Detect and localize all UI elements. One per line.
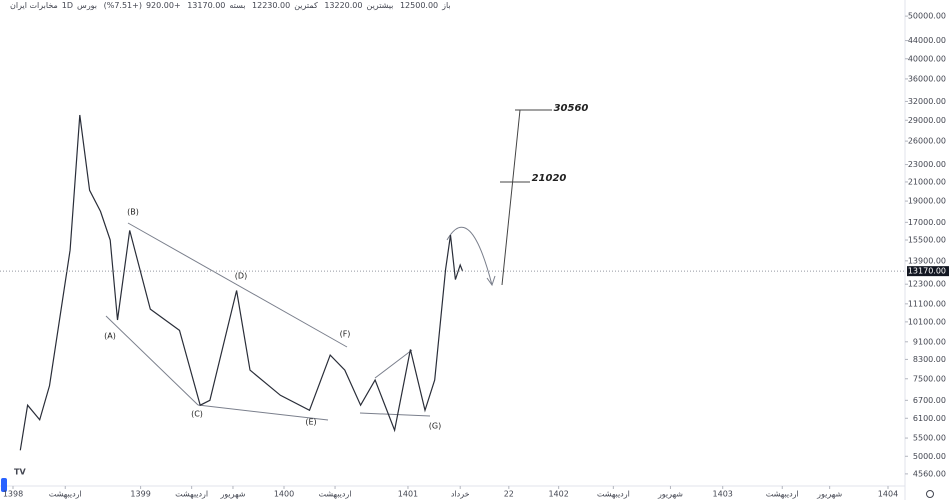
- y-tick-label: 9100.00: [913, 337, 946, 346]
- wave-label: (F): [340, 330, 351, 339]
- y-tick-label: 4560.00: [913, 469, 946, 478]
- y-tick-label: 7500.00: [913, 374, 946, 383]
- x-tick-label: شهریور: [657, 490, 683, 499]
- y-tick-label: 26000.00: [908, 137, 946, 146]
- y-tick-label: 6700.00: [913, 396, 946, 405]
- y-tick-label: 44000.00: [908, 36, 946, 45]
- trendline: [197, 404, 329, 421]
- y-tick-label: 12300.00: [908, 280, 946, 289]
- header: باز12500.00 بیشترین13220.00 کمترین12230.…: [6, 1, 451, 10]
- wave-label: (E): [305, 418, 316, 427]
- wave-label: (B): [127, 208, 139, 217]
- y-tick-label: 13900.00: [908, 256, 946, 265]
- ohlc-label: کمترین: [294, 1, 318, 10]
- y-tick-label: 32000.00: [908, 97, 946, 106]
- settings-icon[interactable]: [926, 490, 934, 498]
- y-tick-label: 19000.00: [908, 197, 946, 206]
- ohlc-value: 13220.00: [324, 1, 363, 10]
- x-tick-label: 1400: [274, 490, 294, 499]
- y-tick-label: 8300.00: [913, 355, 946, 364]
- wave-label: (G): [429, 422, 441, 431]
- y-tick-label: 40000.00: [908, 54, 946, 63]
- x-tick-label: 1402: [548, 490, 568, 499]
- trendline: [105, 315, 199, 406]
- wave-label: 30560: [554, 103, 589, 114]
- change-pct: (+7.51%): [103, 1, 142, 10]
- y-tick-label: 17000.00: [908, 218, 946, 227]
- x-tick-label: خرداد: [451, 490, 470, 499]
- ohlc-value: 12500.00: [399, 1, 439, 10]
- plot-area: [0, 0, 905, 486]
- x-tick-label: اردیبهشت: [49, 490, 82, 499]
- trendline: [374, 349, 413, 379]
- y-tick-label: 5500.00: [913, 434, 946, 443]
- x-tick-label: 1398: [3, 490, 23, 499]
- x-tick-label: 1399: [130, 490, 150, 499]
- interval: 1D: [61, 1, 74, 10]
- change: +920.00: [145, 1, 181, 10]
- trendline: [127, 222, 348, 348]
- y-tick-label: 50000.00: [908, 12, 946, 21]
- wave-label: (C): [191, 410, 203, 419]
- x-tick-label: 1401: [398, 490, 418, 499]
- ohlc-label: بسته: [229, 1, 246, 10]
- wave-label: (D): [235, 272, 247, 281]
- x-tick-label: 1403: [713, 490, 733, 499]
- arrow-head: [486, 275, 496, 287]
- y-tick-label: 29000.00: [908, 116, 946, 125]
- drawings: [105, 109, 552, 421]
- scroll-handle[interactable]: [1, 478, 7, 492]
- trendline: [359, 412, 431, 417]
- x-tick-label: 1404: [878, 490, 898, 499]
- y-tick-label: 23000.00: [908, 160, 946, 169]
- ohlc-label: باز: [442, 1, 451, 10]
- last-price-box: [907, 266, 949, 277]
- ohlc-value: 13170.00: [187, 1, 226, 10]
- x-tick-label: شهریور: [816, 490, 842, 499]
- y-tick-label: 15500.00: [908, 236, 946, 245]
- ohlc-label: بیشترین: [366, 1, 394, 10]
- x-tick-label: اردیبهشت: [597, 490, 630, 499]
- exchange: بورس: [77, 1, 98, 10]
- wave-label: 21020: [532, 173, 567, 184]
- y-tick-label: 5000.00: [913, 452, 946, 461]
- x-tick-label: 22: [504, 490, 514, 499]
- y-tick-label: 36000.00: [908, 74, 946, 83]
- x-tick-label: اردیبهشت: [766, 490, 799, 499]
- symbol: مخابرات ایران: [10, 1, 58, 10]
- x-tick-label: شهریور: [219, 490, 245, 499]
- last-price-label: 13170.00: [908, 267, 946, 276]
- x-tick-label: اردیبهشت: [175, 490, 208, 499]
- price-line: [19, 114, 464, 451]
- x-tick-label: اردیبهشت: [319, 490, 352, 499]
- y-tick-label: 11100.00: [908, 299, 946, 308]
- y-tick-label: 10100.00: [908, 317, 946, 326]
- tv-logo: TV: [14, 468, 26, 477]
- y-tick-label: 6100.00: [913, 414, 946, 423]
- target-line: [501, 109, 521, 286]
- ohlc-value: 12230.00: [252, 1, 291, 10]
- wave-label: (A): [104, 332, 116, 341]
- y-tick-label: 21000.00: [908, 177, 946, 186]
- curve-arrow: [446, 226, 493, 286]
